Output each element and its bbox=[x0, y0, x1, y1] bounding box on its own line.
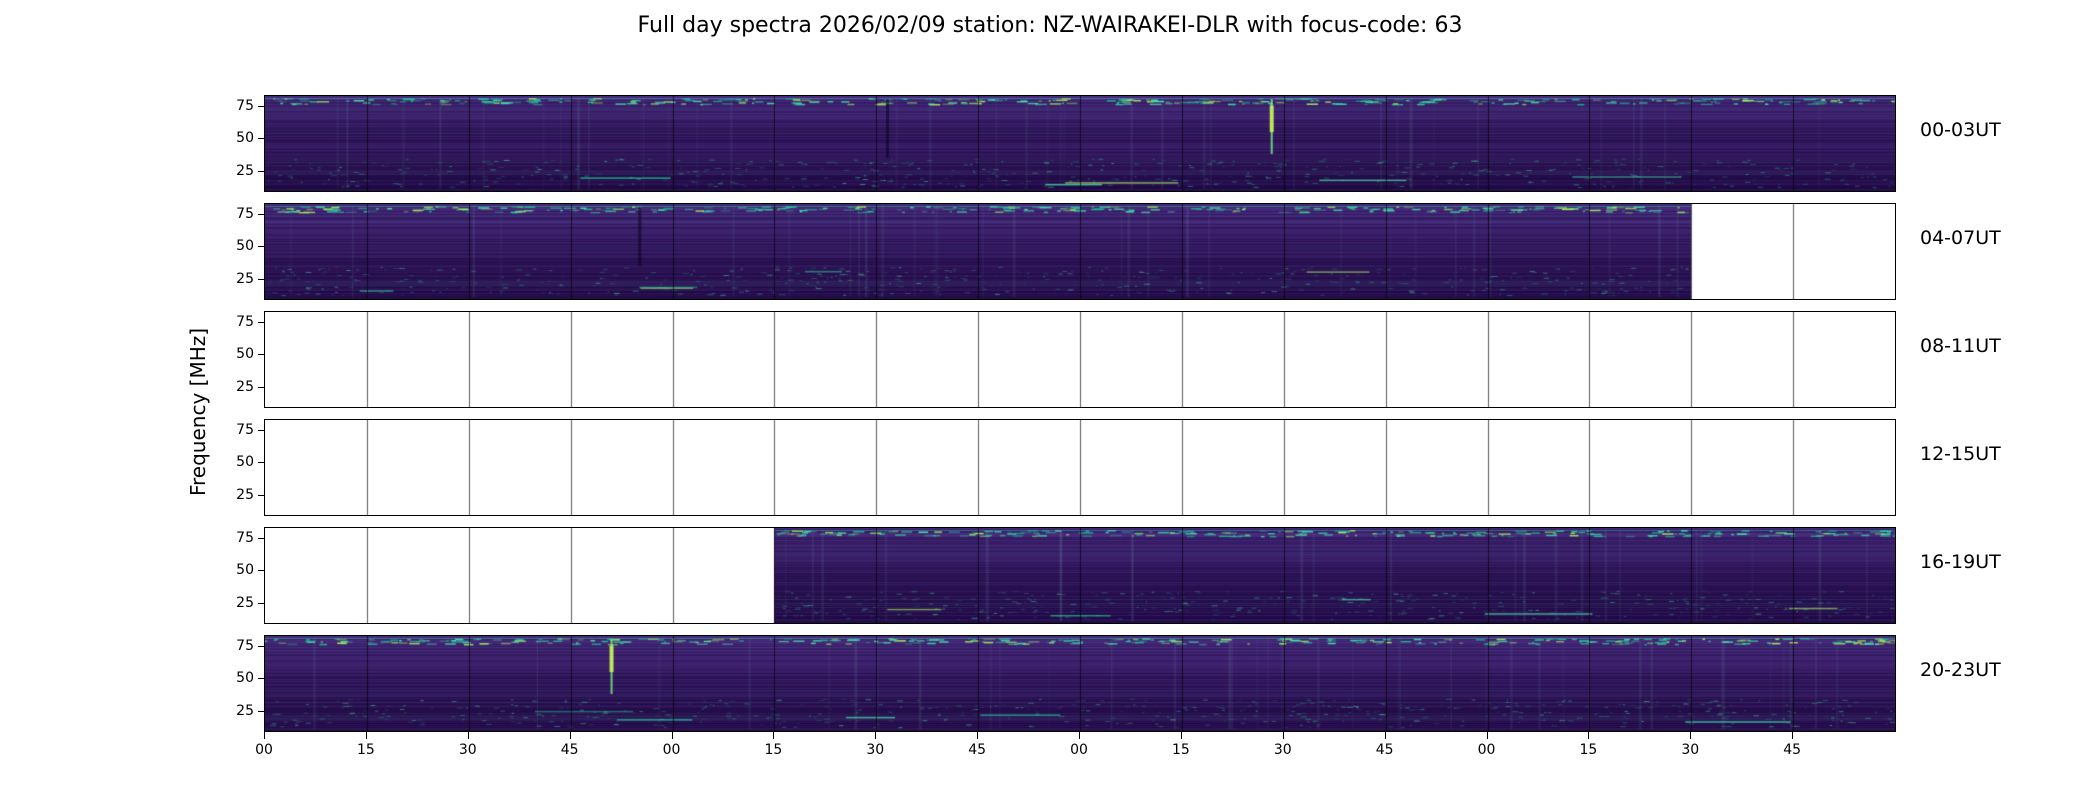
y-tick-mark bbox=[258, 603, 264, 604]
row-label: 20-23UT bbox=[1920, 659, 2001, 682]
x-tick-label: 30 bbox=[1273, 742, 1292, 758]
y-tick-label: 75 bbox=[236, 205, 254, 222]
y-tick-mark bbox=[258, 570, 264, 572]
x-tick-label: 45 bbox=[1783, 742, 1802, 758]
row-label: 00-03UT bbox=[1920, 119, 2001, 142]
x-tick-mark bbox=[1486, 732, 1488, 739]
y-tick-label: 25 bbox=[236, 703, 254, 719]
x-tick-label: 00 bbox=[1477, 742, 1496, 758]
x-tick-mark bbox=[1180, 732, 1182, 739]
y-tick-mark bbox=[258, 279, 264, 280]
x-tick-mark bbox=[1792, 732, 1794, 739]
x-tick-label: 30 bbox=[458, 742, 477, 758]
y-tick-mark bbox=[258, 645, 264, 647]
x-tick-mark bbox=[264, 732, 265, 739]
y-tick-mark bbox=[258, 138, 264, 140]
y-tick-label: 25 bbox=[236, 595, 254, 611]
row-label: 16-19UT bbox=[1920, 551, 2001, 574]
x-tick-label: 30 bbox=[1681, 742, 1700, 758]
y-tick-mark bbox=[258, 462, 264, 464]
x-tick-mark bbox=[671, 732, 673, 739]
y-tick-mark bbox=[258, 171, 264, 172]
x-tick-label: 00 bbox=[255, 742, 273, 758]
y-tick-mark bbox=[258, 711, 264, 712]
y-tick-label: 75 bbox=[236, 421, 254, 438]
x-tick-label: 15 bbox=[356, 742, 375, 758]
x-tick-mark bbox=[1384, 732, 1386, 739]
spectrogram-panel bbox=[264, 203, 1896, 300]
spectrogram-panel bbox=[264, 95, 1896, 192]
y-tick-mark bbox=[258, 387, 264, 388]
y-tick-label: 25 bbox=[236, 487, 254, 503]
y-tick-label: 25 bbox=[236, 163, 254, 179]
y-tick-label: 50 bbox=[236, 238, 254, 255]
x-tick-label: 15 bbox=[764, 742, 783, 758]
y-tick-mark bbox=[258, 354, 264, 356]
x-tick-label: 00 bbox=[1070, 742, 1088, 758]
y-tick-mark bbox=[258, 537, 264, 539]
y-tick-mark bbox=[258, 246, 264, 248]
x-tick-mark bbox=[569, 732, 571, 739]
x-tick-label: 15 bbox=[1171, 742, 1190, 758]
x-tick-label: 45 bbox=[560, 742, 579, 758]
row-label: 08-11UT bbox=[1920, 335, 2001, 358]
x-tick-mark bbox=[1690, 732, 1692, 739]
y-tick-mark bbox=[258, 429, 264, 431]
figure-title: Full day spectra 2026/02/09 station: NZ-… bbox=[637, 13, 1463, 38]
y-tick-label: 75 bbox=[236, 637, 254, 654]
spectrogram-panel bbox=[264, 527, 1896, 624]
x-tick-label: 45 bbox=[968, 742, 987, 758]
y-tick-label: 75 bbox=[236, 97, 254, 114]
x-tick-label: 15 bbox=[1579, 742, 1598, 758]
y-tick-label: 50 bbox=[236, 130, 254, 147]
spectrogram-panel bbox=[264, 635, 1896, 732]
y-tick-label: 75 bbox=[236, 313, 254, 330]
y-tick-label: 25 bbox=[236, 271, 254, 287]
y-tick-mark bbox=[258, 213, 264, 215]
x-tick-mark bbox=[467, 732, 469, 739]
x-tick-label: 45 bbox=[1375, 742, 1394, 758]
y-tick-label: 50 bbox=[236, 562, 254, 579]
y-tick-mark bbox=[258, 678, 264, 680]
x-tick-mark bbox=[1282, 732, 1284, 739]
x-tick-mark bbox=[773, 732, 775, 739]
y-tick-label: 50 bbox=[236, 670, 254, 687]
x-tick-label: 30 bbox=[866, 742, 885, 758]
x-tick-mark bbox=[875, 732, 877, 739]
x-tick-mark bbox=[977, 732, 979, 739]
y-axis-label: Frequency [MHz] bbox=[186, 327, 210, 497]
spectrogram-panel bbox=[264, 419, 1896, 516]
y-tick-label: 25 bbox=[236, 379, 254, 395]
y-tick-mark bbox=[258, 105, 264, 107]
x-tick-label: 00 bbox=[662, 742, 681, 758]
row-label: 12-15UT bbox=[1920, 443, 2001, 466]
y-tick-mark bbox=[258, 495, 264, 496]
x-tick-mark bbox=[1079, 732, 1080, 739]
y-tick-label: 50 bbox=[236, 346, 254, 363]
y-tick-mark bbox=[258, 321, 264, 323]
spectrogram-panel bbox=[264, 311, 1896, 408]
row-label: 04-07UT bbox=[1920, 227, 2001, 250]
y-tick-label: 50 bbox=[236, 454, 254, 471]
x-tick-mark bbox=[1588, 732, 1590, 739]
y-tick-label: 75 bbox=[236, 529, 254, 546]
x-tick-mark bbox=[365, 732, 367, 739]
